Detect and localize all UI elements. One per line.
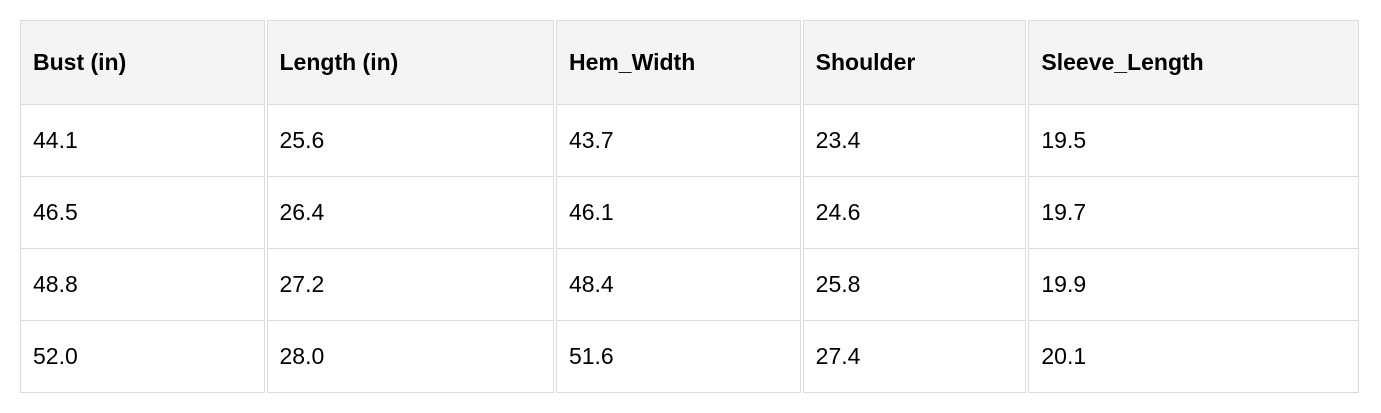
column-header: Hem_Width	[555, 20, 801, 104]
table-cell: 20.1	[1028, 320, 1359, 393]
table-cell: 46.1	[555, 176, 801, 248]
table-cell: 24.6	[802, 176, 1027, 248]
table-cell: 48.4	[555, 248, 801, 320]
table-cell: 19.9	[1028, 248, 1359, 320]
header-row: Bust (in) Length (in) Hem_Width Shoulder…	[20, 20, 1359, 104]
column-header: Bust (in)	[20, 20, 265, 104]
table-cell: 25.8	[802, 248, 1027, 320]
table-cell: 44.1	[20, 104, 265, 176]
table-cell: 28.0	[266, 320, 554, 393]
table-cell: 48.8	[20, 248, 265, 320]
table-cell: 51.6	[555, 320, 801, 393]
table-cell: 23.4	[802, 104, 1027, 176]
table-cell: 27.4	[802, 320, 1027, 393]
table-cell: 46.5	[20, 176, 265, 248]
table-cell: 26.4	[266, 176, 554, 248]
measurements-table: Bust (in) Length (in) Hem_Width Shoulder…	[18, 20, 1361, 393]
table-cell: 19.7	[1028, 176, 1359, 248]
table-row: 46.5 26.4 46.1 24.6 19.7	[20, 176, 1359, 248]
table-row: 48.8 27.2 48.4 25.8 19.9	[20, 248, 1359, 320]
table-row: 44.1 25.6 43.7 23.4 19.5	[20, 104, 1359, 176]
table-cell: 25.6	[266, 104, 554, 176]
table-cell: 27.2	[266, 248, 554, 320]
column-header: Sleeve_Length	[1028, 20, 1359, 104]
table-row: 52.0 28.0 51.6 27.4 20.1	[20, 320, 1359, 393]
column-header: Shoulder	[802, 20, 1027, 104]
table-cell: 52.0	[20, 320, 265, 393]
column-header: Length (in)	[266, 20, 554, 104]
table-cell: 19.5	[1028, 104, 1359, 176]
table-cell: 43.7	[555, 104, 801, 176]
